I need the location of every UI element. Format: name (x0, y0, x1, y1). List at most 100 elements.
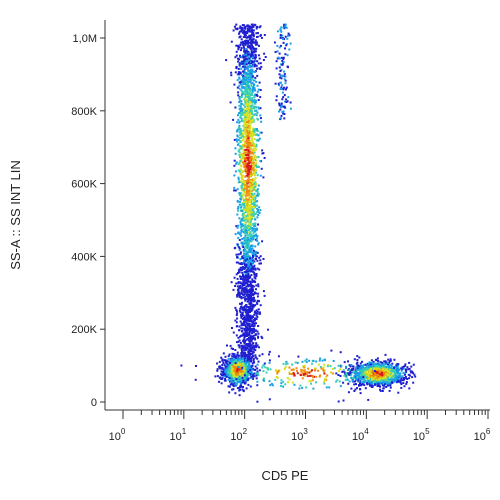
event-point (236, 143, 239, 146)
event-point (303, 373, 306, 376)
event-point (244, 372, 247, 375)
event-point (255, 94, 258, 96)
event-point (258, 107, 260, 110)
event-point (246, 194, 249, 197)
event-point (249, 246, 252, 249)
event-point (244, 127, 247, 130)
event-point (241, 132, 244, 135)
event-point (252, 157, 255, 160)
event-point (258, 300, 260, 303)
event-point (374, 381, 376, 384)
event-point (249, 119, 252, 122)
event-point (242, 60, 245, 63)
event-point (353, 358, 356, 361)
event-point (343, 371, 346, 374)
event-point (343, 361, 346, 364)
event-point (255, 109, 258, 112)
event-point (235, 253, 238, 256)
event-point (251, 323, 254, 326)
event-point (249, 38, 252, 41)
event-point (249, 369, 252, 371)
event-point (311, 369, 313, 372)
event-point (226, 344, 228, 347)
event-point (414, 375, 417, 378)
event-point (250, 365, 253, 368)
event-point (252, 54, 255, 57)
event-point (249, 179, 252, 182)
event-point (259, 312, 261, 315)
event-point (345, 373, 348, 376)
event-point (244, 335, 247, 338)
event-point (249, 342, 252, 345)
event-point (238, 87, 241, 90)
event-point (246, 139, 249, 142)
event-point (312, 359, 315, 362)
event-point (251, 149, 254, 152)
event-point (241, 375, 244, 378)
event-point (247, 65, 249, 68)
event-point (241, 157, 244, 160)
event-point (402, 365, 405, 368)
event-point (243, 62, 246, 65)
event-point (242, 40, 244, 43)
event-point (364, 368, 366, 371)
event-point (245, 72, 248, 74)
event-point (243, 282, 246, 285)
event-point (246, 123, 249, 126)
event-point (240, 55, 243, 58)
event-point (243, 164, 246, 167)
event-point (244, 132, 247, 135)
event-point (283, 105, 286, 108)
event-point (369, 382, 372, 385)
event-point (238, 233, 241, 236)
event-point (236, 121, 238, 124)
event-point (243, 293, 246, 296)
event-point (232, 331, 235, 334)
event-point (252, 322, 255, 325)
event-point (280, 104, 283, 107)
event-point (257, 106, 260, 109)
event-point (244, 199, 247, 202)
event-point (254, 174, 256, 177)
event-point (253, 291, 256, 294)
event-point (249, 78, 252, 81)
event-point (348, 364, 351, 367)
event-point (251, 77, 254, 80)
event-point (233, 83, 236, 86)
event-point (287, 96, 290, 99)
event-point (257, 134, 260, 137)
event-point (282, 362, 285, 365)
event-point (351, 368, 354, 370)
event-point (255, 318, 258, 320)
event-point (366, 383, 369, 386)
event-point (375, 359, 378, 362)
event-point (248, 358, 251, 361)
event-point (245, 36, 248, 39)
event-point (238, 194, 241, 197)
event-point (225, 371, 228, 374)
event-point (245, 265, 248, 268)
event-point (249, 325, 251, 328)
event-point (369, 375, 372, 378)
event-point (242, 204, 245, 207)
event-point (244, 175, 247, 178)
event-point (244, 286, 247, 289)
event-point (251, 101, 254, 104)
event-point (240, 349, 243, 351)
event-point (241, 135, 244, 138)
event-point (378, 379, 381, 381)
event-point (244, 305, 247, 308)
event-point (223, 375, 226, 378)
event-point (369, 367, 372, 370)
event-point (242, 86, 245, 89)
event-point (402, 367, 405, 370)
event-point (238, 346, 241, 349)
event-point (257, 62, 260, 65)
event-point (263, 52, 266, 55)
event-point (371, 377, 374, 380)
event-point (243, 208, 246, 211)
event-point (247, 219, 249, 222)
event-point (240, 352, 243, 354)
event-point (237, 67, 240, 70)
